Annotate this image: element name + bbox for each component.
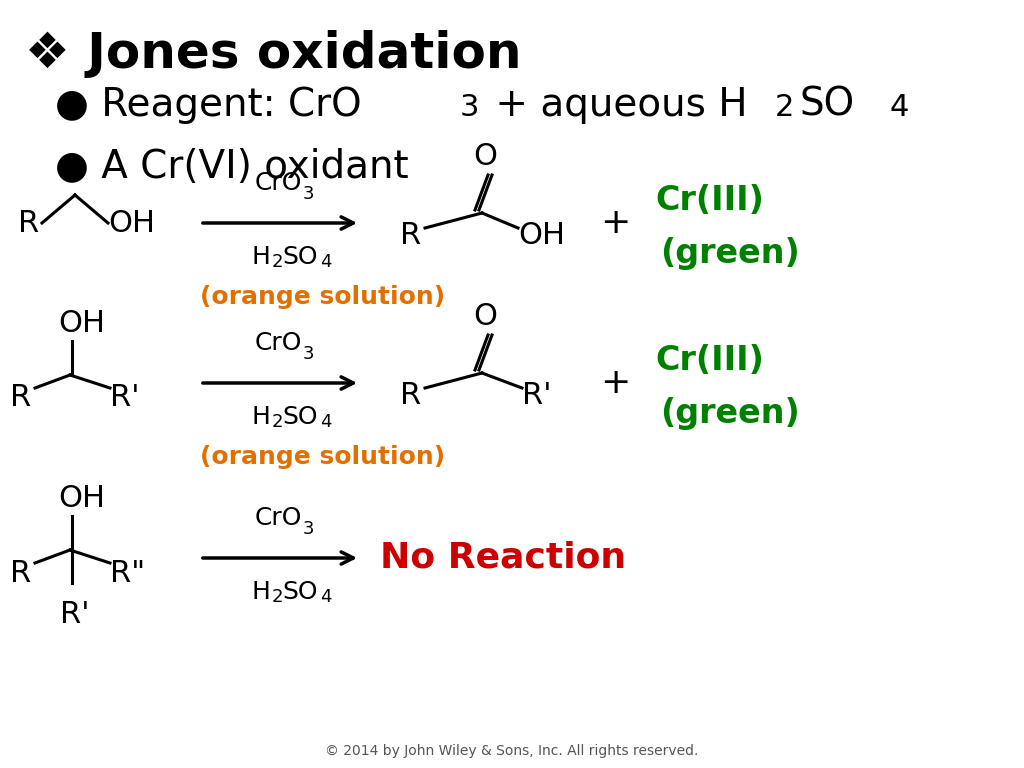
Text: 2: 2 xyxy=(272,413,284,431)
Text: R: R xyxy=(10,558,32,588)
Text: + aqueous H: + aqueous H xyxy=(483,86,748,124)
Text: 4: 4 xyxy=(319,413,332,431)
Text: (green): (green) xyxy=(660,396,800,429)
Text: OH: OH xyxy=(58,484,105,513)
Text: 3: 3 xyxy=(460,93,479,122)
Text: CrO: CrO xyxy=(255,506,302,530)
Text: SO: SO xyxy=(282,405,317,429)
Text: +: + xyxy=(600,206,630,240)
Text: O: O xyxy=(473,142,497,171)
Text: OH: OH xyxy=(58,309,105,338)
Text: 2: 2 xyxy=(272,588,284,606)
Text: OH: OH xyxy=(108,208,155,237)
Text: R: R xyxy=(10,383,32,412)
Text: (green): (green) xyxy=(660,237,800,270)
Text: SO: SO xyxy=(282,245,317,269)
Text: ● Reagent: CrO: ● Reagent: CrO xyxy=(55,86,361,124)
Text: 2: 2 xyxy=(272,253,284,271)
Text: SO: SO xyxy=(282,580,317,604)
Text: 3: 3 xyxy=(303,345,314,363)
Text: Cr(III): Cr(III) xyxy=(655,345,764,378)
Text: 4: 4 xyxy=(890,93,909,122)
Text: R': R' xyxy=(110,383,139,412)
Text: Cr(III): Cr(III) xyxy=(655,184,764,217)
Text: +: + xyxy=(600,366,630,400)
Text: (orange solution): (orange solution) xyxy=(200,285,445,309)
Text: R: R xyxy=(18,208,39,237)
Text: © 2014 by John Wiley & Sons, Inc. All rights reserved.: © 2014 by John Wiley & Sons, Inc. All ri… xyxy=(326,744,698,758)
Text: 3: 3 xyxy=(303,520,314,538)
Text: ❖ Jones oxidation: ❖ Jones oxidation xyxy=(25,30,521,78)
Text: SO: SO xyxy=(800,86,855,124)
Text: R': R' xyxy=(522,380,552,409)
Text: 4: 4 xyxy=(319,253,332,271)
Text: No Reaction: No Reaction xyxy=(380,541,626,575)
Text: CrO: CrO xyxy=(255,331,302,355)
Text: R': R' xyxy=(60,600,89,629)
Text: OH: OH xyxy=(518,220,565,250)
Text: O: O xyxy=(473,302,497,331)
Text: CrO: CrO xyxy=(255,171,302,195)
Text: R": R" xyxy=(110,558,145,588)
Text: H: H xyxy=(252,580,271,604)
Text: 4: 4 xyxy=(319,588,332,606)
Text: H: H xyxy=(252,405,271,429)
Text: R: R xyxy=(400,220,421,250)
Text: H: H xyxy=(252,245,271,269)
Text: (orange solution): (orange solution) xyxy=(200,445,445,469)
Text: 3: 3 xyxy=(303,185,314,203)
Text: R: R xyxy=(400,380,421,409)
Text: ● A Cr(VI) oxidant: ● A Cr(VI) oxidant xyxy=(55,148,409,186)
Text: 2: 2 xyxy=(775,93,795,122)
